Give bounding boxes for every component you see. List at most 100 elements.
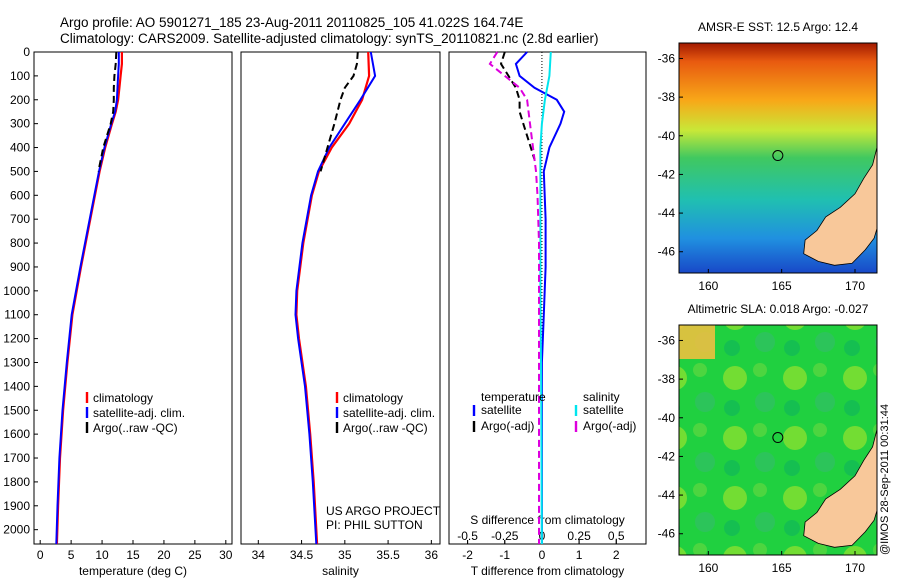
y-tick-label: -46 xyxy=(658,527,676,541)
y-tick-label: 1000 xyxy=(3,284,30,298)
map-field-patch xyxy=(679,325,715,359)
x-tick-label: 10 xyxy=(95,548,109,562)
map-title: AMSR-E SST: 12.5 Argo: 12.4 xyxy=(698,20,858,34)
legend-label: Argo(..raw -QC) xyxy=(93,421,178,435)
x-axis-label: salinity xyxy=(322,564,359,578)
map-title: Altimetric SLA: 0.018 Argo: -0.027 xyxy=(688,302,869,316)
y-tick-label: 1100 xyxy=(4,308,30,322)
axes-frame xyxy=(33,51,233,545)
legend-label: satellite xyxy=(583,403,624,417)
series-line xyxy=(97,51,118,172)
y-tick-label: 400 xyxy=(10,141,30,155)
y-tick-label: -38 xyxy=(658,372,676,386)
y-tick-label: -44 xyxy=(658,488,676,502)
x-tick-label: 5 xyxy=(68,548,75,562)
y-tick-label: 300 xyxy=(10,117,30,131)
x-tick-label: 36 xyxy=(425,548,439,562)
s-axis-label: S difference from climatology xyxy=(470,513,625,527)
x-tick-label: 34.5 xyxy=(290,548,314,562)
y-tick-label: 800 xyxy=(10,236,30,250)
x-axis-label: T difference from climatology xyxy=(471,564,625,578)
annotation-text: PI: PHIL SUTTON xyxy=(326,518,423,532)
x-tick-label: 170 xyxy=(845,561,865,575)
series-line xyxy=(55,52,120,545)
s-tick-label: 0.25 xyxy=(567,529,591,543)
x-tick-label: 35 xyxy=(338,548,352,562)
y-tick-label: -40 xyxy=(658,411,676,425)
x-tick-label: 165 xyxy=(772,279,792,293)
axes-frame xyxy=(448,51,647,545)
y-tick-label: 700 xyxy=(10,212,30,226)
y-tick-label: 200 xyxy=(10,93,30,107)
temperature-panel: 0100200300400500600700800900100011001200… xyxy=(3,45,233,578)
legend-label: Argo(-adj) xyxy=(583,419,636,433)
y-tick-label: 500 xyxy=(10,164,30,178)
y-tick-label: -42 xyxy=(658,167,676,181)
y-tick-label: 1300 xyxy=(3,355,30,369)
s-tick-label: 0.5 xyxy=(608,529,625,543)
y-tick-label: 0 xyxy=(23,45,30,59)
x-tick-label: -2 xyxy=(462,548,473,562)
x-tick-label: 0 xyxy=(37,548,44,562)
legend-label: climatology xyxy=(343,391,403,405)
s-tick-label: -0.25 xyxy=(491,529,519,543)
y-tick-label: 900 xyxy=(10,260,30,274)
series-line xyxy=(319,51,359,172)
x-tick-label: 0 xyxy=(539,548,546,562)
x-tick-label: 30 xyxy=(219,548,233,562)
series-line xyxy=(55,52,124,545)
legend-label: satellite xyxy=(481,403,522,417)
y-tick-label: -36 xyxy=(658,333,676,347)
header-line2: Climatology: CARS2009. Satellite-adjuste… xyxy=(60,31,599,46)
x-tick-label: 25 xyxy=(188,548,202,562)
legend-label: Argo(..raw -QC) xyxy=(343,421,428,435)
x-tick-label: 160 xyxy=(698,279,718,293)
map-frame xyxy=(678,42,878,274)
legend-title: salinity xyxy=(583,390,620,404)
annotation-text: US ARGO PROJECT xyxy=(326,504,441,518)
map-frame xyxy=(678,324,878,556)
y-tick-label: 1500 xyxy=(3,403,30,417)
timestamp-stamp: @IMOS 28-Sep-2011 00:31:44 xyxy=(879,404,891,555)
y-tick-label: -44 xyxy=(658,206,676,220)
y-tick-label: 1900 xyxy=(3,499,30,513)
y-tick-label: 2000 xyxy=(3,523,30,537)
series-line xyxy=(499,51,536,160)
legend-label: climatology xyxy=(93,391,153,405)
series-line xyxy=(488,51,540,544)
y-tick-label: 1200 xyxy=(3,332,30,346)
y-tick-label: -42 xyxy=(658,449,676,463)
x-tick-label: 15 xyxy=(126,548,140,562)
land-new-zealand xyxy=(803,147,878,266)
y-tick-label: 1600 xyxy=(3,427,30,441)
sst-map-panel: -36 -38 -40 -42 -44 -46 160 165 170 AMSR-E SST: 1… xyxy=(658,20,878,293)
x-tick-label: 20 xyxy=(157,548,171,562)
y-tick-label: 1700 xyxy=(3,451,30,465)
x-tick-label: 165 xyxy=(772,561,792,575)
header-line1: Argo profile: AO 5901271_185 23-Aug-2011… xyxy=(60,15,523,30)
sla-map-panel: -36 -38 -40 -42 -44 -46 160 165 170 Altimetric SL… xyxy=(658,302,878,575)
argo-location-marker xyxy=(772,432,784,444)
series-line xyxy=(539,51,552,545)
legend-label: Argo(-adj) xyxy=(481,419,534,433)
x-tick-label: 1 xyxy=(576,548,583,562)
y-tick-label: 100 xyxy=(10,69,30,83)
argo-location-marker xyxy=(772,150,784,162)
y-tick-label: 1800 xyxy=(3,475,30,489)
difference-panel: -2 -1 0 1 2 T difference from climatology -0.5… xyxy=(448,51,647,578)
legend-label: satellite-adj. clim. xyxy=(343,406,435,420)
legend-title: temperature xyxy=(481,390,546,404)
axes-frame xyxy=(240,51,441,545)
x-tick-label: 170 xyxy=(845,279,865,293)
y-tick-label: -46 xyxy=(658,245,676,259)
salinity-panel: 34 34.5 35 35.5 36 salinity climatologysatelli… xyxy=(240,51,441,578)
land-new-zealand xyxy=(803,429,878,548)
x-axis-label: temperature (deg C) xyxy=(79,564,187,578)
series-line xyxy=(294,51,377,545)
x-tick-label: 35.5 xyxy=(376,548,400,562)
y-tick-label: -36 xyxy=(658,51,676,65)
x-tick-label: -1 xyxy=(499,548,510,562)
y-tick-label: -38 xyxy=(658,90,676,104)
y-tick-label: -40 xyxy=(658,129,676,143)
